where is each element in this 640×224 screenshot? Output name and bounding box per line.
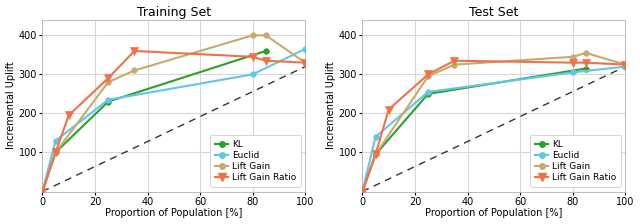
Legend: KL, Euclid, Lift Gain, Lift Gain Ratio: KL, Euclid, Lift Gain, Lift Gain Ratio bbox=[531, 135, 621, 187]
Y-axis label: Incremental Uplift: Incremental Uplift bbox=[326, 62, 335, 149]
Legend: KL, Euclid, Lift Gain, Lift Gain Ratio: KL, Euclid, Lift Gain, Lift Gain Ratio bbox=[211, 135, 301, 187]
X-axis label: Proportion of Population [%]: Proportion of Population [%] bbox=[105, 209, 243, 218]
Title: Test Set: Test Set bbox=[469, 6, 518, 19]
Y-axis label: Incremental Uplift: Incremental Uplift bbox=[6, 62, 15, 149]
X-axis label: Proportion of Population [%]: Proportion of Population [%] bbox=[425, 209, 563, 218]
Title: Training Set: Training Set bbox=[137, 6, 211, 19]
